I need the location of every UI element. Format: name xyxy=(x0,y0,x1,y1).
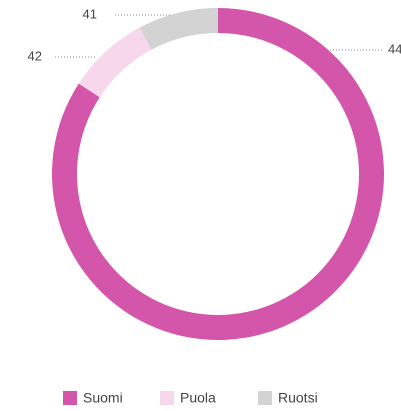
donut-segment xyxy=(139,8,218,50)
legend-label: Ruotsi xyxy=(278,390,318,406)
legend-label: Puola xyxy=(180,390,216,406)
legend-swatch xyxy=(160,391,174,405)
legend-swatch xyxy=(63,391,77,405)
data-label: 41 xyxy=(83,6,97,21)
data-label: 441 xyxy=(388,41,401,56)
data-label: 42 xyxy=(28,48,42,63)
legend-swatch xyxy=(258,391,272,405)
legend-label: Suomi xyxy=(83,390,123,406)
donut-segment xyxy=(78,27,152,98)
